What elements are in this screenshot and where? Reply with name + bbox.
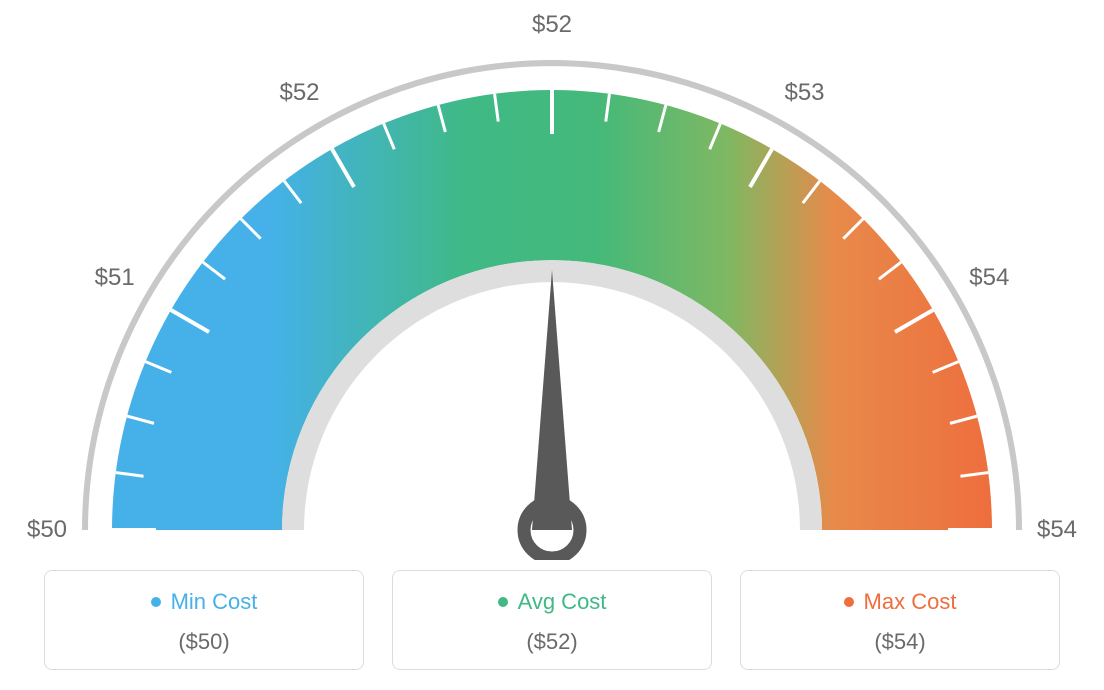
gauge-tick-label: $53: [784, 79, 824, 107]
gauge-tick-label: $54: [1037, 516, 1077, 544]
gauge-tick-label: $54: [969, 264, 1009, 292]
legend-card-max: Max Cost ($54): [740, 570, 1060, 670]
legend-value-max: ($54): [753, 629, 1047, 655]
legend-label-min: Min Cost: [171, 589, 258, 615]
legend-value-avg: ($52): [405, 629, 699, 655]
gauge-tick-label: $52: [532, 11, 572, 39]
legend-label-max: Max Cost: [864, 589, 957, 615]
legend-title-min: Min Cost: [151, 589, 258, 615]
gauge-tick-label: $50: [27, 516, 67, 544]
legend-value-min: ($50): [57, 629, 351, 655]
cost-gauge-chart: $50 $51 $52 $52 $53 $54 $54: [0, 0, 1104, 560]
legend-card-min: Min Cost ($50): [44, 570, 364, 670]
legend-dot-max: [844, 597, 854, 607]
legend-label-avg: Avg Cost: [518, 589, 607, 615]
gauge-tick-label: $51: [95, 264, 135, 292]
gauge-tick-label: $52: [279, 79, 319, 107]
legend-card-avg: Avg Cost ($52): [392, 570, 712, 670]
legend-dot-min: [151, 597, 161, 607]
legend-dot-avg: [498, 597, 508, 607]
legend-title-max: Max Cost: [844, 589, 957, 615]
gauge-svg: [0, 0, 1104, 560]
legend-title-avg: Avg Cost: [498, 589, 607, 615]
legend-row: Min Cost ($50) Avg Cost ($52) Max Cost (…: [0, 570, 1104, 670]
